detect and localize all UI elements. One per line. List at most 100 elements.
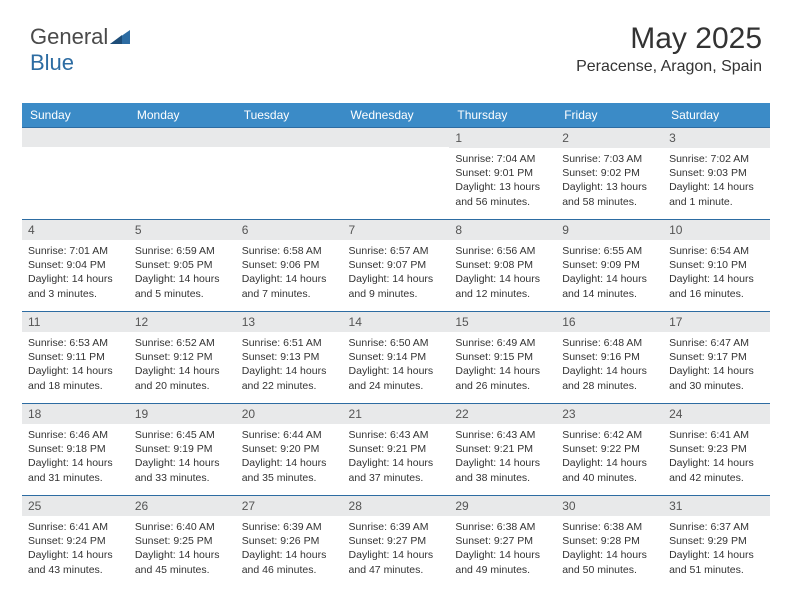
sunrise-text: Sunrise: 6:44 AM [242, 428, 337, 442]
daylight-text: Daylight: 14 hours and 9 minutes. [349, 272, 444, 300]
day-details: Sunrise: 6:52 AMSunset: 9:12 PMDaylight:… [129, 332, 236, 399]
calendar-day-cell [343, 127, 450, 219]
calendar-table: SundayMondayTuesdayWednesdayThursdayFrid… [22, 103, 770, 587]
day-details: Sunrise: 6:39 AMSunset: 9:27 PMDaylight:… [343, 516, 450, 583]
sunset-text: Sunset: 9:27 PM [455, 534, 550, 548]
sunrise-text: Sunrise: 6:40 AM [135, 520, 230, 534]
day-details: Sunrise: 6:43 AMSunset: 9:21 PMDaylight:… [343, 424, 450, 491]
day-number: 4 [22, 219, 129, 240]
sunrise-text: Sunrise: 6:53 AM [28, 336, 123, 350]
sunrise-text: Sunrise: 6:41 AM [28, 520, 123, 534]
sunrise-text: Sunrise: 6:58 AM [242, 244, 337, 258]
calendar-day-cell: 10Sunrise: 6:54 AMSunset: 9:10 PMDayligh… [663, 219, 770, 311]
calendar-week-row: 11Sunrise: 6:53 AMSunset: 9:11 PMDayligh… [22, 311, 770, 403]
logo: General Blue [30, 24, 130, 76]
day-details: Sunrise: 7:04 AMSunset: 9:01 PMDaylight:… [449, 148, 556, 215]
daylight-text: Daylight: 13 hours and 58 minutes. [562, 180, 657, 208]
title-block: May 2025 Peracense, Aragon, Spain [576, 22, 762, 76]
sunset-text: Sunset: 9:18 PM [28, 442, 123, 456]
day-details: Sunrise: 6:41 AMSunset: 9:24 PMDaylight:… [22, 516, 129, 583]
daylight-text: Daylight: 14 hours and 33 minutes. [135, 456, 230, 484]
daylight-text: Daylight: 14 hours and 24 minutes. [349, 364, 444, 392]
day-number: 16 [556, 311, 663, 332]
sunrise-text: Sunrise: 6:43 AM [455, 428, 550, 442]
day-number: 8 [449, 219, 556, 240]
calendar-day-cell: 13Sunrise: 6:51 AMSunset: 9:13 PMDayligh… [236, 311, 343, 403]
day-details: Sunrise: 6:50 AMSunset: 9:14 PMDaylight:… [343, 332, 450, 399]
daylight-text: Daylight: 14 hours and 38 minutes. [455, 456, 550, 484]
calendar-day-cell: 3Sunrise: 7:02 AMSunset: 9:03 PMDaylight… [663, 127, 770, 219]
day-number: 19 [129, 403, 236, 424]
day-number: 31 [663, 495, 770, 516]
day-details: Sunrise: 6:44 AMSunset: 9:20 PMDaylight:… [236, 424, 343, 491]
location: Peracense, Aragon, Spain [576, 58, 762, 76]
empty-day-bar [22, 127, 129, 147]
day-details: Sunrise: 6:53 AMSunset: 9:11 PMDaylight:… [22, 332, 129, 399]
weekday-header-row: SundayMondayTuesdayWednesdayThursdayFrid… [22, 103, 770, 127]
calendar-day-cell: 1Sunrise: 7:04 AMSunset: 9:01 PMDaylight… [449, 127, 556, 219]
weekday-header: Tuesday [236, 103, 343, 127]
sunrise-text: Sunrise: 6:50 AM [349, 336, 444, 350]
calendar-week-row: 25Sunrise: 6:41 AMSunset: 9:24 PMDayligh… [22, 495, 770, 587]
sunrise-text: Sunrise: 6:56 AM [455, 244, 550, 258]
weekday-header: Monday [129, 103, 236, 127]
sunset-text: Sunset: 9:13 PM [242, 350, 337, 364]
calendar-day-cell [129, 127, 236, 219]
weekday-header: Friday [556, 103, 663, 127]
calendar-day-cell: 29Sunrise: 6:38 AMSunset: 9:27 PMDayligh… [449, 495, 556, 587]
day-details: Sunrise: 6:38 AMSunset: 9:27 PMDaylight:… [449, 516, 556, 583]
sunset-text: Sunset: 9:17 PM [669, 350, 764, 364]
sunset-text: Sunset: 9:27 PM [349, 534, 444, 548]
calendar-day-cell: 30Sunrise: 6:38 AMSunset: 9:28 PMDayligh… [556, 495, 663, 587]
day-number: 29 [449, 495, 556, 516]
sunset-text: Sunset: 9:09 PM [562, 258, 657, 272]
day-details: Sunrise: 7:03 AMSunset: 9:02 PMDaylight:… [556, 148, 663, 215]
day-details: Sunrise: 7:02 AMSunset: 9:03 PMDaylight:… [663, 148, 770, 215]
sunrise-text: Sunrise: 6:39 AM [349, 520, 444, 534]
sunset-text: Sunset: 9:29 PM [669, 534, 764, 548]
day-number: 7 [343, 219, 450, 240]
sunset-text: Sunset: 9:02 PM [562, 166, 657, 180]
month-title: May 2025 [576, 22, 762, 56]
daylight-text: Daylight: 14 hours and 45 minutes. [135, 548, 230, 576]
day-number: 5 [129, 219, 236, 240]
day-number: 18 [22, 403, 129, 424]
day-details: Sunrise: 6:49 AMSunset: 9:15 PMDaylight:… [449, 332, 556, 399]
sunrise-text: Sunrise: 6:54 AM [669, 244, 764, 258]
weekday-header: Thursday [449, 103, 556, 127]
sunset-text: Sunset: 9:21 PM [455, 442, 550, 456]
calendar-day-cell: 27Sunrise: 6:39 AMSunset: 9:26 PMDayligh… [236, 495, 343, 587]
daylight-text: Daylight: 14 hours and 28 minutes. [562, 364, 657, 392]
day-number: 23 [556, 403, 663, 424]
sunrise-text: Sunrise: 7:01 AM [28, 244, 123, 258]
day-number: 28 [343, 495, 450, 516]
day-number: 26 [129, 495, 236, 516]
sunrise-text: Sunrise: 6:59 AM [135, 244, 230, 258]
sunrise-text: Sunrise: 6:48 AM [562, 336, 657, 350]
day-details: Sunrise: 6:41 AMSunset: 9:23 PMDaylight:… [663, 424, 770, 491]
calendar-day-cell: 31Sunrise: 6:37 AMSunset: 9:29 PMDayligh… [663, 495, 770, 587]
sunset-text: Sunset: 9:08 PM [455, 258, 550, 272]
weekday-header: Sunday [22, 103, 129, 127]
sunset-text: Sunset: 9:01 PM [455, 166, 550, 180]
logo-text-2: Blue [30, 50, 74, 75]
day-details: Sunrise: 6:55 AMSunset: 9:09 PMDaylight:… [556, 240, 663, 307]
calendar-day-cell: 26Sunrise: 6:40 AMSunset: 9:25 PMDayligh… [129, 495, 236, 587]
daylight-text: Daylight: 14 hours and 5 minutes. [135, 272, 230, 300]
day-details: Sunrise: 6:57 AMSunset: 9:07 PMDaylight:… [343, 240, 450, 307]
empty-day-bar [129, 127, 236, 147]
calendar-day-cell: 19Sunrise: 6:45 AMSunset: 9:19 PMDayligh… [129, 403, 236, 495]
day-details: Sunrise: 6:46 AMSunset: 9:18 PMDaylight:… [22, 424, 129, 491]
day-number: 6 [236, 219, 343, 240]
sunset-text: Sunset: 9:04 PM [28, 258, 123, 272]
daylight-text: Daylight: 14 hours and 47 minutes. [349, 548, 444, 576]
logo-triangle-icon [110, 24, 130, 50]
sunrise-text: Sunrise: 7:04 AM [455, 152, 550, 166]
calendar-day-cell: 24Sunrise: 6:41 AMSunset: 9:23 PMDayligh… [663, 403, 770, 495]
daylight-text: Daylight: 14 hours and 42 minutes. [669, 456, 764, 484]
day-number: 11 [22, 311, 129, 332]
daylight-text: Daylight: 14 hours and 46 minutes. [242, 548, 337, 576]
calendar-day-cell: 18Sunrise: 6:46 AMSunset: 9:18 PMDayligh… [22, 403, 129, 495]
day-details: Sunrise: 6:37 AMSunset: 9:29 PMDaylight:… [663, 516, 770, 583]
sunrise-text: Sunrise: 6:43 AM [349, 428, 444, 442]
